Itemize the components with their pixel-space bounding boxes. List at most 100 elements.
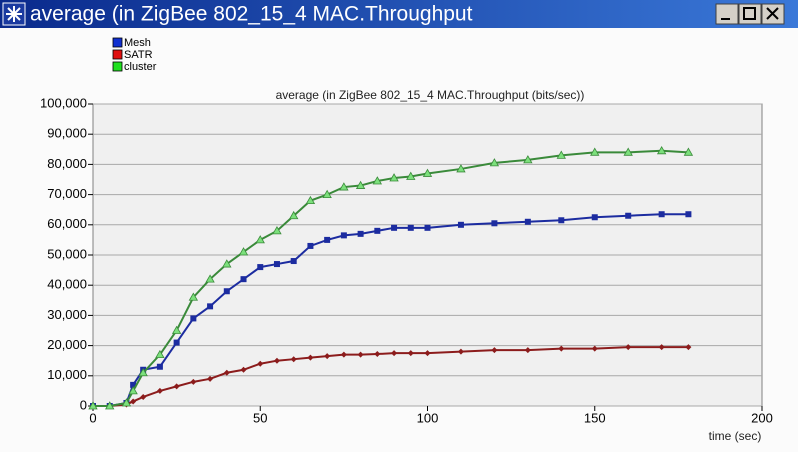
data-point bbox=[422, 168, 433, 177]
y-tick-label: 80,000 bbox=[47, 156, 87, 171]
data-point bbox=[374, 227, 381, 234]
data-point bbox=[128, 386, 138, 395]
data-point bbox=[156, 387, 163, 394]
y-tick-label: 70,000 bbox=[47, 186, 87, 201]
data-point bbox=[155, 349, 165, 359]
x-tick-label: 200 bbox=[751, 410, 773, 425]
data-point bbox=[307, 242, 314, 249]
data-point bbox=[685, 211, 692, 218]
data-point bbox=[121, 398, 132, 407]
data-point bbox=[223, 288, 230, 295]
data-point bbox=[322, 189, 332, 198]
data-point bbox=[289, 210, 299, 220]
data-point bbox=[188, 292, 199, 301]
data-point bbox=[173, 383, 180, 390]
data-point bbox=[424, 224, 431, 231]
data-point bbox=[391, 224, 398, 231]
data-point bbox=[558, 217, 565, 224]
title-bar bbox=[0, 0, 798, 28]
data-point bbox=[357, 351, 364, 358]
legend-swatch bbox=[112, 37, 123, 48]
data-point bbox=[357, 230, 364, 237]
data-point bbox=[340, 351, 347, 358]
data-point bbox=[685, 344, 692, 351]
data-point bbox=[524, 218, 531, 225]
data-point bbox=[523, 155, 533, 164]
data-point bbox=[407, 350, 414, 357]
data-point bbox=[340, 232, 347, 239]
data-point bbox=[683, 147, 694, 156]
data-point bbox=[591, 345, 598, 352]
data-point bbox=[156, 363, 163, 370]
window-icon-glyph bbox=[6, 6, 22, 22]
data-point bbox=[273, 357, 280, 364]
data-point bbox=[556, 150, 566, 159]
data-point bbox=[88, 401, 98, 410]
data-point bbox=[658, 344, 665, 351]
data-point bbox=[171, 325, 182, 334]
minimize-button[interactable] bbox=[715, 3, 739, 25]
x-tick-label: 0 bbox=[89, 410, 96, 425]
x-axis-label: time (sec) bbox=[709, 429, 762, 443]
y-tick-label: 0 bbox=[80, 397, 87, 412]
data-point bbox=[240, 366, 247, 373]
data-point bbox=[105, 401, 115, 410]
y-tick-label: 40,000 bbox=[47, 277, 87, 292]
x-tick-label: 150 bbox=[584, 410, 606, 425]
y-tick-label: 100,000 bbox=[40, 95, 87, 110]
data-point bbox=[207, 375, 214, 382]
data-point bbox=[424, 350, 431, 357]
legend-swatch bbox=[112, 49, 123, 60]
data-point bbox=[190, 315, 197, 322]
legend-label: cluster bbox=[124, 61, 157, 73]
data-point bbox=[590, 147, 600, 156]
data-point bbox=[307, 354, 314, 361]
data-point bbox=[138, 367, 148, 377]
y-tick-label: 10,000 bbox=[47, 367, 87, 382]
window-buttons[interactable] bbox=[715, 3, 785, 25]
y-tick-label: 30,000 bbox=[47, 307, 87, 322]
data-point bbox=[406, 171, 416, 180]
data-point bbox=[140, 393, 147, 400]
series-line bbox=[93, 346, 689, 407]
data-point bbox=[524, 347, 531, 354]
data-point bbox=[658, 211, 665, 218]
data-point bbox=[339, 182, 349, 191]
x-tick-label: 50 bbox=[253, 410, 267, 425]
data-point bbox=[272, 226, 282, 235]
chart-title: average (in ZigBee 802_15_4 MAC.Throughp… bbox=[276, 88, 585, 102]
y-tick-label: 20,000 bbox=[47, 337, 87, 352]
legend-label: SATR bbox=[124, 49, 153, 61]
data-point bbox=[222, 259, 232, 268]
data-point bbox=[623, 147, 633, 156]
y-tick-label: 50,000 bbox=[47, 246, 87, 261]
data-point bbox=[591, 214, 598, 221]
y-tick-label: 60,000 bbox=[47, 216, 87, 231]
legend-swatch bbox=[112, 61, 123, 72]
data-point bbox=[491, 347, 498, 354]
data-point bbox=[223, 369, 230, 376]
data-point bbox=[456, 164, 466, 173]
data-point bbox=[407, 224, 414, 231]
data-point bbox=[324, 236, 331, 243]
data-point bbox=[273, 261, 280, 268]
data-point bbox=[656, 146, 667, 155]
data-point bbox=[457, 221, 464, 228]
data-point bbox=[240, 276, 247, 283]
data-point bbox=[355, 180, 366, 189]
data-point bbox=[324, 353, 331, 360]
window-title: average (in ZigBee 802_15_4 MAC.Throughp… bbox=[30, 3, 473, 26]
data-point bbox=[489, 158, 500, 167]
data-point bbox=[391, 350, 398, 357]
maximize-glyph bbox=[743, 7, 756, 20]
data-point bbox=[257, 264, 264, 271]
data-point bbox=[625, 344, 632, 351]
data-point bbox=[190, 378, 197, 385]
data-point bbox=[255, 235, 265, 244]
data-point bbox=[173, 339, 180, 346]
data-point bbox=[238, 247, 249, 256]
legend-label: Mesh bbox=[124, 37, 151, 49]
data-point bbox=[257, 360, 264, 367]
